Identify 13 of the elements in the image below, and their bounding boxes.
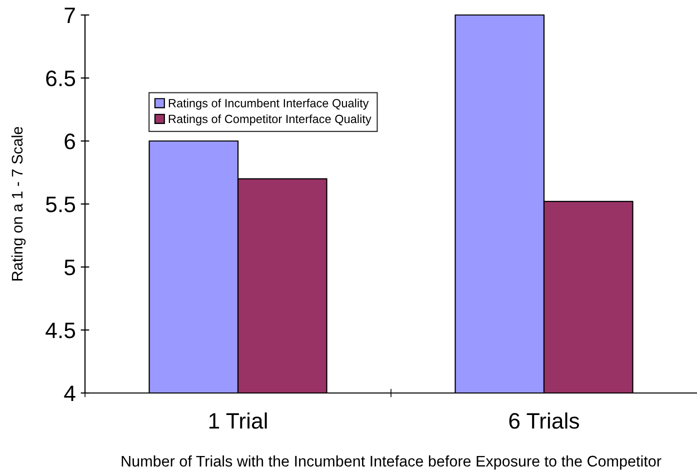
y-tick-label: 6.5 — [46, 70, 76, 86]
y-tick-label: 4.5 — [46, 322, 76, 338]
y-axis-title: Rating on a 1 - 7 Scale — [11, 126, 26, 280]
x-tick-label: 6 Trials — [509, 412, 580, 429]
y-tick-label: 4 — [64, 386, 76, 402]
legend-label: Ratings of Competitor Interface Quality — [168, 114, 372, 126]
x-axis-title: Number of Trials with the Incumbent Inteface before Exposure to the Competitor — [122, 455, 662, 470]
y-tick-label: 5.5 — [46, 196, 76, 212]
x-tick-label: 1 Trial — [209, 412, 267, 429]
legend-label: Ratings of Incumbent Interface Quality — [168, 98, 369, 110]
y-tick-label: 7 — [64, 8, 75, 24]
y-tick-label: 6 — [64, 134, 75, 150]
y-tick-label: 5 — [64, 260, 76, 276]
